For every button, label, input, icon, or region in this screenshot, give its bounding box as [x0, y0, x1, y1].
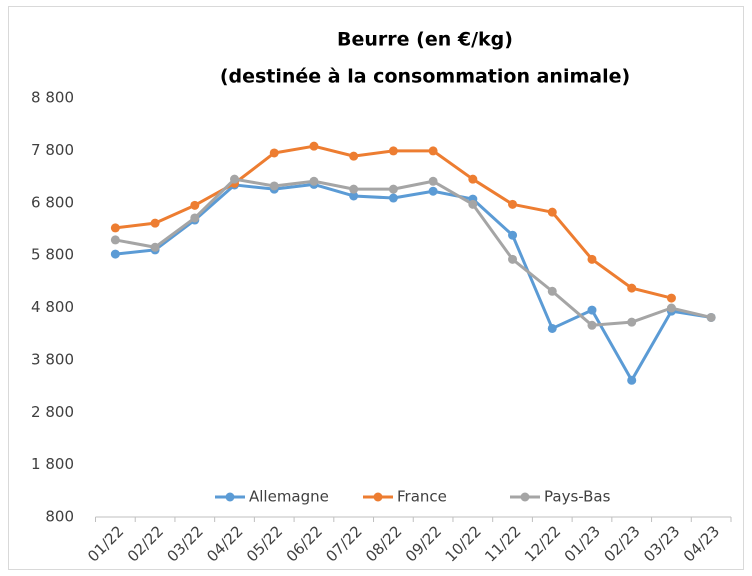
data-point: [468, 174, 478, 184]
y-tick-label: 8 800: [31, 89, 74, 107]
data-point: [150, 218, 160, 228]
data-point: [706, 312, 716, 322]
y-tick-label: 1 800: [31, 455, 74, 473]
chart-border: [8, 6, 744, 570]
data-point: [627, 317, 637, 327]
data-point: [468, 199, 478, 209]
data-point: [508, 199, 518, 209]
data-point: [428, 176, 438, 186]
data-point: [547, 323, 557, 333]
data-point: [547, 286, 557, 296]
data-point: [230, 174, 240, 184]
chart-title: Beurre (en €/kg): [337, 29, 513, 51]
legend-marker: [520, 492, 530, 502]
data-point: [309, 141, 319, 151]
data-point: [110, 235, 120, 245]
y-tick-label: 7 800: [31, 141, 74, 159]
data-point: [627, 283, 637, 293]
y-tick-label: 3 800: [31, 350, 74, 368]
data-point: [349, 191, 359, 201]
y-tick-label: 800: [45, 508, 74, 526]
data-point: [587, 320, 597, 330]
data-point: [269, 148, 279, 158]
data-point: [428, 186, 438, 196]
data-point: [428, 146, 438, 156]
series-line: [115, 177, 712, 327]
data-point: [587, 254, 597, 264]
legend-label: Allemagne: [249, 488, 329, 506]
data-point: [587, 305, 597, 315]
y-tick-label: 4 800: [31, 298, 74, 316]
legend-marker: [373, 492, 383, 502]
data-point: [309, 176, 319, 186]
data-point: [388, 146, 398, 156]
data-point: [110, 223, 120, 233]
data-point: [547, 207, 557, 217]
data-point: [150, 242, 160, 252]
y-tick-label: 2 800: [31, 403, 74, 421]
data-point: [349, 151, 359, 161]
data-point: [666, 303, 676, 313]
data-point: [666, 293, 676, 303]
data-point: [190, 200, 200, 210]
y-tick-label: 5 800: [31, 246, 74, 264]
data-point: [349, 184, 359, 194]
data-point: [508, 254, 518, 264]
data-point: [110, 249, 120, 259]
data-point: [269, 181, 279, 191]
legend-label: France: [397, 488, 447, 506]
chart-subtitle: (destinée à la consommation animale): [220, 66, 630, 88]
data-point: [190, 213, 200, 223]
data-point: [388, 193, 398, 203]
legend-label: Pays-Bas: [544, 488, 611, 506]
data-point: [627, 375, 637, 385]
y-tick-label: 6 800: [31, 193, 74, 211]
data-point: [508, 230, 518, 240]
data-point: [388, 184, 398, 194]
legend-marker: [225, 492, 235, 502]
series-line: [115, 182, 712, 382]
